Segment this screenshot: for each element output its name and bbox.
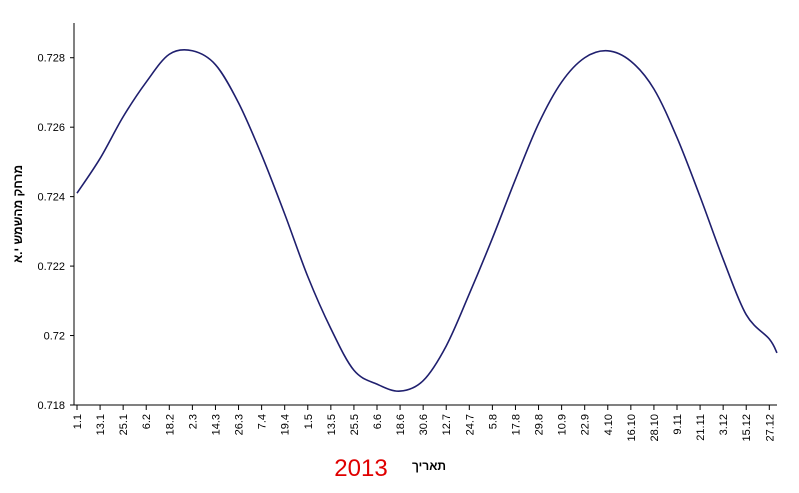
x-tick-label: 30.6 [418,414,430,435]
x-tick-label: 6.6 [372,414,384,429]
x-tick-label: 28.10 [649,414,661,442]
x-tick-label: 10.9 [557,414,569,435]
x-tick-label: 29.8 [534,414,546,435]
x-tick-label: 22.9 [580,414,592,435]
x-axis-ticks: 1.1 13.1 25.1 6.2 18.2 2.3 14.3 26.3 7.4 19.4 1.5 1… [72,405,776,442]
y-tick-label: 0.728 [37,53,65,65]
y-tick-label: 0.724 [37,192,65,204]
plot-area [73,23,777,406]
y-tick-label: 0.72 [44,331,65,343]
x-tick-label: 9.11 [672,414,684,435]
x-tick-label: 17.8 [510,414,522,435]
x-tick-label: 1.1 [72,414,84,429]
series-line [76,48,778,392]
x-tick-label: 18.2 [164,414,176,435]
x-tick-label: 13.1 [95,414,107,435]
x-tick-label: 13.5 [326,414,338,435]
x-tick-label: 21.11 [695,414,707,441]
x-tick-label: 15.12 [741,414,753,442]
x-tick-label: 25.5 [349,414,361,435]
x-tick-label: 12.7 [441,414,453,435]
y-tick-label: 0.722 [37,261,65,273]
x-tick-label: 1.5 [303,414,315,429]
y-tick-label: 0.718 [37,400,65,412]
x-tick-label: 18.6 [395,414,407,435]
y-axis-title: מרחק מהשמש י.א [11,165,25,263]
x-tick-label: 7.4 [257,414,269,429]
y-axis-ticks: 0.718 0.72 0.722 0.724 0.726 0.728 [37,53,74,412]
x-tick-label: 19.4 [280,414,292,435]
x-tick-label: 26.3 [234,414,246,435]
series-layer [76,48,778,392]
x-axis-title: תאריך [412,459,446,473]
x-tick-label: 27.12 [764,414,776,442]
x-tick-label: 3.12 [718,414,730,435]
year-label: 2013 [334,455,387,482]
x-tick-label: 5.8 [487,414,499,429]
y-tick-label: 0.726 [37,122,65,134]
x-tick-label: 6.2 [141,414,153,429]
x-tick-label: 2.3 [187,414,199,429]
x-tick-label: 25.1 [118,414,130,435]
x-tick-label: 4.10 [603,414,615,435]
x-tick-label: 14.3 [210,414,222,435]
x-tick-label: 24.7 [464,414,476,435]
x-tick-label: 16.10 [626,414,638,442]
